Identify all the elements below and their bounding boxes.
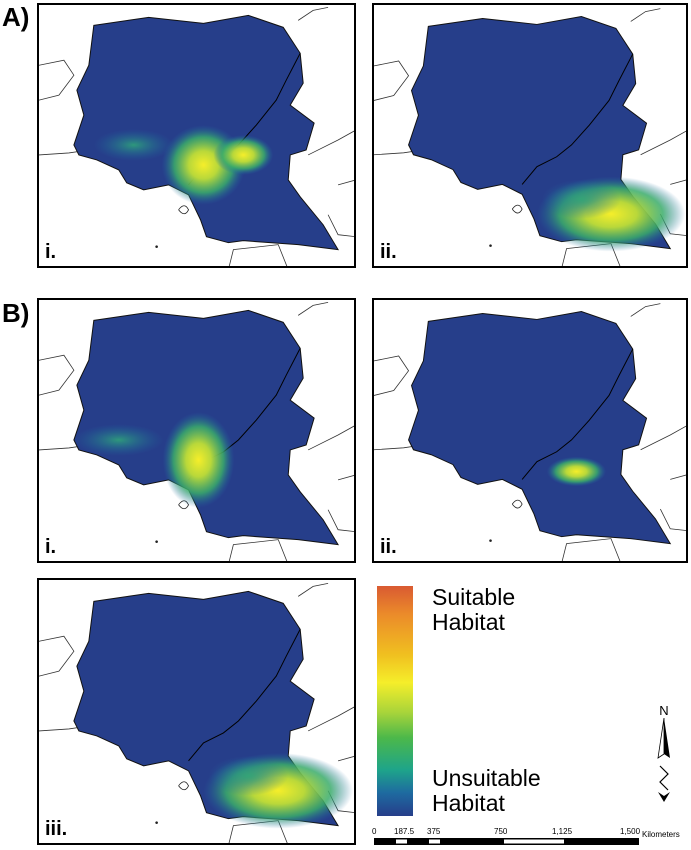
legend-low-line2: Habitat <box>432 790 505 816</box>
scale-unit: Kilometers <box>642 830 680 839</box>
scale-tick-label: 0 <box>372 827 377 836</box>
map-svg <box>39 582 354 843</box>
suitability-patch <box>213 135 274 175</box>
panel-label: i. <box>45 536 57 558</box>
legend-high-line1: Suitable <box>432 584 516 610</box>
scale-tick-label: 1,500 <box>620 827 641 836</box>
scale-bar-graphic <box>374 838 639 845</box>
north-arrow-icon <box>657 717 670 802</box>
suitability-patch <box>93 129 174 161</box>
map-svg <box>39 6 354 266</box>
map-panel-b-iii: iii. <box>37 578 356 845</box>
section-label-a: A) <box>2 2 30 32</box>
legend-high-line2: Habitat <box>432 609 505 635</box>
map-svg <box>39 301 354 561</box>
map-panel-b-i: i. <box>37 298 356 563</box>
map-panel-b-ii: ii. <box>372 298 688 563</box>
panel-label: ii. <box>380 241 397 263</box>
panel-label: ii. <box>380 536 397 558</box>
legend-low-line1: Unsuitable <box>432 765 541 791</box>
section-label-b: B) <box>2 298 30 328</box>
panel-label: i. <box>45 241 57 263</box>
scale-tick-label: 187.5 <box>394 827 415 836</box>
panel-label: iii. <box>45 818 68 840</box>
scale-tick-label: 375 <box>427 827 441 836</box>
scale-tick-label: 1,125 <box>552 827 573 836</box>
map-svg <box>374 303 686 561</box>
north-label: N <box>659 703 669 718</box>
scale-bar: 0 187.5 375 750 1,125 1,500 Kilometers <box>372 827 690 849</box>
suitability-color-ramp <box>377 586 413 816</box>
map-panel-a-ii: ii. <box>372 3 688 268</box>
legend-low-label: Unsuitable Habitat <box>432 766 541 816</box>
map-svg <box>374 8 686 266</box>
north-arrow: N <box>652 703 676 803</box>
scale-tick-label: 750 <box>494 827 508 836</box>
legend-high-label: Suitable Habitat <box>432 585 515 635</box>
map-panel-a-i: i. <box>37 3 356 268</box>
suitability-hotspot <box>93 125 274 205</box>
